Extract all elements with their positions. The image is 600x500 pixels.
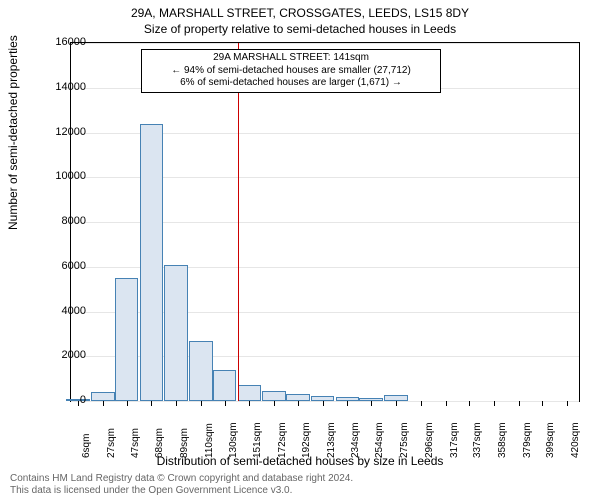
y-tick-label: 6000 (36, 260, 86, 272)
x-tick-mark (323, 401, 324, 406)
x-tick-label: 47sqm (130, 408, 141, 458)
x-tick-label: 296sqm (424, 408, 435, 458)
x-tick-label: 275sqm (399, 408, 410, 458)
histogram-chart: 29A, MARSHALL STREET, CROSSGATES, LEEDS,… (0, 0, 600, 500)
x-tick-mark (201, 401, 202, 406)
histogram-bar (115, 278, 139, 401)
x-tick-mark (494, 401, 495, 406)
x-tick-mark (421, 401, 422, 406)
chart-title-sub: Size of property relative to semi-detach… (0, 22, 600, 36)
y-tick-label: 0 (36, 394, 86, 406)
x-tick-label: 172sqm (277, 408, 288, 458)
x-tick-label: 27sqm (106, 408, 117, 458)
histogram-bar (262, 391, 286, 401)
x-tick-label: 399sqm (545, 408, 556, 458)
x-tick-mark (396, 401, 397, 406)
x-tick-mark (567, 401, 568, 406)
histogram-bar (213, 370, 237, 401)
x-tick-label: 337sqm (472, 408, 483, 458)
annotation-box: 29A MARSHALL STREET: 141sqm ← 94% of sem… (141, 49, 441, 93)
x-tick-mark (298, 401, 299, 406)
x-tick-label: 420sqm (570, 408, 581, 458)
y-tick-label: 8000 (36, 215, 86, 227)
histogram-bar (189, 341, 213, 401)
x-tick-mark (469, 401, 470, 406)
histogram-bar (140, 124, 164, 401)
x-tick-label: 234sqm (350, 408, 361, 458)
x-tick-mark (103, 401, 104, 406)
x-tick-label: 89sqm (179, 408, 190, 458)
histogram-bar (286, 394, 310, 401)
x-tick-mark (542, 401, 543, 406)
gridline (71, 43, 579, 44)
annotation-line-3: 6% of semi-detached houses are larger (1… (148, 77, 434, 90)
histogram-bar (164, 265, 188, 401)
x-tick-mark (519, 401, 520, 406)
x-tick-label: 358sqm (497, 408, 508, 458)
x-tick-label: 68sqm (154, 408, 165, 458)
x-tick-mark (249, 401, 250, 406)
x-tick-mark (274, 401, 275, 406)
y-tick-label: 2000 (36, 349, 86, 361)
annotation-line-1: 29A MARSHALL STREET: 141sqm (148, 52, 434, 65)
y-tick-label: 12000 (36, 126, 86, 138)
x-tick-label: 379sqm (522, 408, 533, 458)
x-tick-mark (371, 401, 372, 406)
gridline (71, 401, 579, 402)
x-tick-label: 6sqm (81, 408, 92, 458)
histogram-bar (238, 385, 262, 401)
x-tick-label: 192sqm (301, 408, 312, 458)
footnote-line-2: This data is licensed under the Open Gov… (10, 485, 353, 497)
y-tick-label: 14000 (36, 81, 86, 93)
x-tick-mark (176, 401, 177, 406)
x-tick-mark (151, 401, 152, 406)
x-tick-mark (225, 401, 226, 406)
property-marker-line (238, 43, 239, 401)
x-tick-label: 151sqm (252, 408, 263, 458)
histogram-bar (91, 392, 115, 401)
x-tick-mark (347, 401, 348, 406)
x-tick-label: 317sqm (449, 408, 460, 458)
footnote-line-1: Contains HM Land Registry data © Crown c… (10, 473, 353, 485)
plot-area: 29A MARSHALL STREET: 141sqm ← 94% of sem… (70, 42, 580, 402)
x-tick-mark (446, 401, 447, 406)
x-tick-mark (127, 401, 128, 406)
y-tick-label: 16000 (36, 36, 86, 48)
y-tick-label: 4000 (36, 305, 86, 317)
x-tick-label: 110sqm (204, 408, 215, 458)
x-tick-label: 254sqm (374, 408, 385, 458)
x-tick-label: 130sqm (228, 408, 239, 458)
footnote: Contains HM Land Registry data © Crown c… (10, 473, 353, 496)
chart-title-main: 29A, MARSHALL STREET, CROSSGATES, LEEDS,… (0, 6, 600, 20)
y-tick-label: 10000 (36, 170, 86, 182)
x-tick-label: 213sqm (326, 408, 337, 458)
y-axis-label: Number of semi-detached properties (6, 35, 20, 230)
annotation-line-2: ← 94% of semi-detached houses are smalle… (148, 65, 434, 78)
